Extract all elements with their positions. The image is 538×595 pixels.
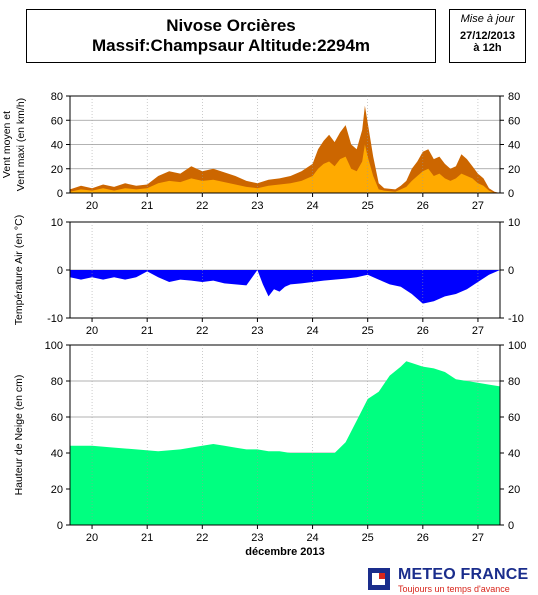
wind-xtick-label: 22: [196, 200, 208, 212]
temperature-ytick-label-right: 10: [508, 217, 520, 229]
snow-ytick-label: 60: [51, 412, 63, 424]
snow-ytick-label: 100: [45, 340, 63, 352]
snow-xtick-label: 21: [141, 532, 153, 544]
wind-xtick-label: 27: [472, 200, 484, 212]
snow-ytick-label-right: 20: [508, 484, 520, 496]
wind-ytick-label: 40: [51, 140, 63, 152]
wind-xtick-label: 23: [251, 200, 263, 212]
wind-ytick-label-right: 80: [508, 91, 520, 103]
snow-xtick-label: 27: [472, 532, 484, 544]
snow-ytick-label-right: 40: [508, 448, 520, 460]
snow-xtick-label: 20: [86, 532, 98, 544]
temperature-panel: -10 -10 0 0 10 10 20 21 22 23 24 25 26 27 Température …: [13, 215, 524, 337]
wind-ytick-label: 0: [57, 188, 63, 200]
snow-xlabel: décembre 2013: [245, 546, 325, 558]
wind-xtick-label: 21: [141, 200, 153, 212]
wind-ytick-label: 60: [51, 115, 63, 127]
temperature-xtick-label: 22: [196, 325, 208, 337]
logo-brand: METEO FRANCE: [398, 566, 529, 583]
wind-xtick-label: 20: [86, 200, 98, 212]
wind-ytick-label-right: 20: [508, 164, 520, 176]
temperature-ytick-label: 0: [57, 265, 63, 277]
snow-series-0: [70, 361, 500, 525]
temperature-series-0: [70, 270, 500, 304]
temperature-ytick-label-right: -10: [508, 313, 524, 325]
wind-series-1: [70, 144, 500, 193]
temperature-xtick-label: 25: [362, 325, 374, 337]
update-date: 27/12/2013: [459, 30, 516, 42]
wind-ytick-label-right: 60: [508, 115, 520, 127]
temperature-ytick-label-right: 0: [508, 265, 514, 277]
wind-xtick-label: 25: [362, 200, 374, 212]
wind-xtick-label: 26: [417, 200, 429, 212]
snow-ytick-label-right: 0: [508, 520, 514, 532]
snow-ytick-label: 20: [51, 484, 63, 496]
snow-xtick-label: 25: [362, 532, 374, 544]
snow-frame: [69, 344, 501, 526]
temperature-xtick-label: 20: [86, 325, 98, 337]
temperature-xtick-label: 24: [306, 325, 318, 337]
snow-xtick-label: 26: [417, 532, 429, 544]
wind-ytick-label: 20: [51, 164, 63, 176]
snow-ylabel: Hauteur de Neige (en cm): [13, 375, 25, 496]
temperature-ytick-label: 10: [51, 217, 63, 229]
wind-panel: 0 0 20 20 40 40 60 60 80 80 20 21 22 23 24 25 26 27 Vent m…: [1, 91, 520, 212]
wind-ylabel-line2: Vent maxi (en km/h): [15, 98, 27, 191]
snow-ytick-label: 0: [57, 520, 63, 532]
snow-ytick-label-right: 100: [508, 340, 526, 352]
temperature-xtick-label: 23: [251, 325, 263, 337]
snow-xtick-label: 24: [306, 532, 318, 544]
logo-slogan: Toujours un temps d'avance: [398, 584, 510, 594]
temperature-ytick-label: -10: [47, 313, 63, 325]
temperature-xtick-label: 27: [472, 325, 484, 337]
snow-ytick-label: 40: [51, 448, 63, 460]
temperature-xtick-label: 26: [417, 325, 429, 337]
snow-ytick-label-right: 80: [508, 376, 520, 388]
temperature-xtick-label: 21: [141, 325, 153, 337]
snow-xtick-label: 23: [251, 532, 263, 544]
update-time: à 12h: [473, 42, 502, 54]
station-subtitle: Massif:Champsaur Altitude:2294m: [91, 36, 371, 55]
wind-ytick-label-right: 0: [508, 188, 514, 200]
snow-xtick-label: 22: [196, 532, 208, 544]
wind-ytick-label-right: 40: [508, 140, 520, 152]
title-box: Nivose Orcières Massif:Champsaur Altitud…: [26, 9, 436, 63]
wind-xtick-label: 24: [306, 200, 318, 212]
meteo-france-logo: METEO FRANCE Toujours un temps d'avance: [368, 565, 536, 594]
snow-ytick-label-right: 60: [508, 412, 520, 424]
temperature-ylabel: Température Air (en °C): [13, 215, 25, 325]
update-label: Mise à jour: [460, 13, 515, 25]
update-box: Mise à jour 27/12/2013 à 12h: [449, 9, 526, 63]
wind-ytick-label: 80: [51, 91, 63, 103]
wind-ylabel: Vent moyen et: [1, 111, 13, 178]
station-title: Nivose Orcières: [166, 16, 296, 35]
meteo-france-logo-icon: [368, 568, 390, 590]
snow-panel: 0 0 20 20 40 40 60 60 80 80 100 100 20 21 22 23 24 25 26 27…: [13, 340, 526, 558]
snow-ytick-label: 80: [51, 376, 63, 388]
